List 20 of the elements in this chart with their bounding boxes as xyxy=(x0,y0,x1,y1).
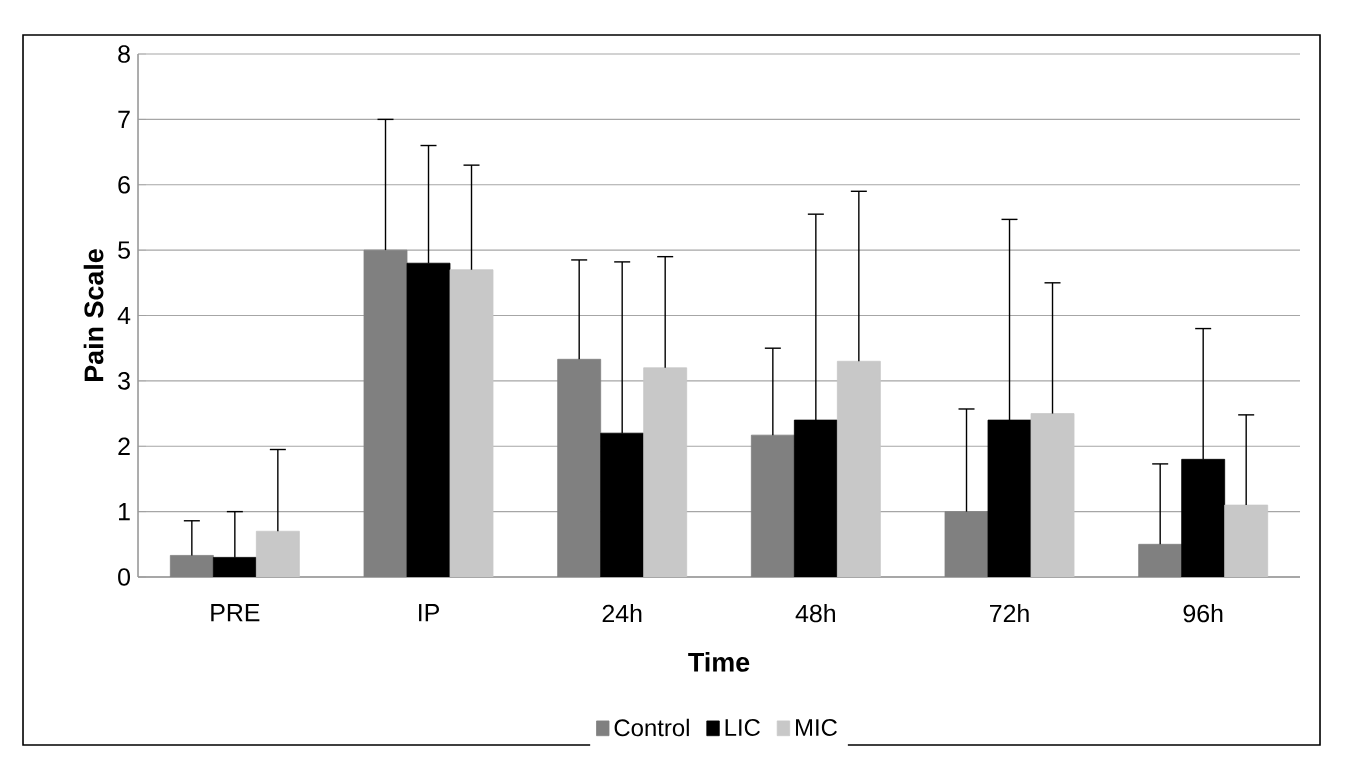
y-axis-title: Pain Scale xyxy=(83,249,104,381)
y-tick-label: 8 xyxy=(118,45,130,63)
legend-label: MIC xyxy=(796,719,837,736)
x-tick-label: 48h xyxy=(795,604,835,623)
legend-label: LIC xyxy=(725,719,760,736)
y-tick-label: 1 xyxy=(119,503,130,521)
x-tick-label: 72h xyxy=(990,604,1029,623)
y-tick-label: 2 xyxy=(118,437,130,455)
y-tick-label: 7 xyxy=(118,110,130,128)
y-tick-label: 4 xyxy=(117,306,131,325)
x-tick-label: PRE xyxy=(211,604,260,622)
x-tick-label: 24h xyxy=(602,604,642,623)
y-tick-label: 6 xyxy=(118,175,130,194)
x-tick-label: IP xyxy=(419,604,439,622)
x-axis-title: Time xyxy=(688,652,750,672)
y-tick-label: 5 xyxy=(118,241,130,259)
x-tick-label: 96h xyxy=(1183,604,1223,623)
y-tick-label: 0 xyxy=(118,568,130,586)
legend-label: Control xyxy=(614,718,689,737)
y-tick-label: 3 xyxy=(118,372,130,390)
